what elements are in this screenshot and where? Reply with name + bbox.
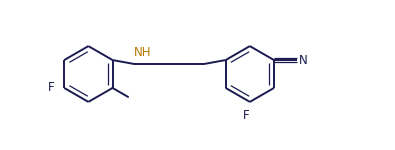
Text: N: N [299,54,308,67]
Text: F: F [243,109,249,122]
Text: F: F [48,81,54,94]
Text: NH: NH [134,46,151,59]
